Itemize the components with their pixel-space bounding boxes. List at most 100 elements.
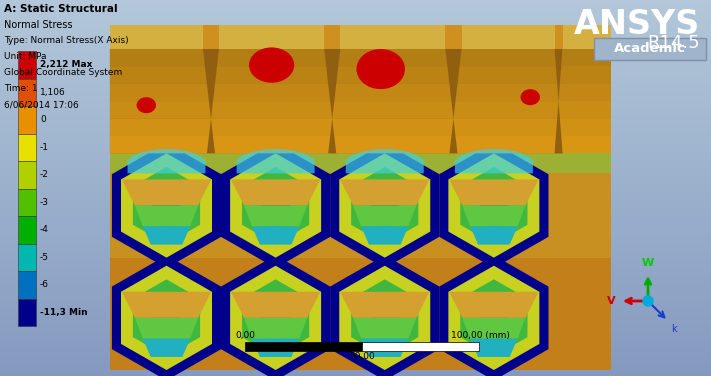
Bar <box>0 107 711 108</box>
Bar <box>0 35 711 36</box>
Bar <box>0 246 711 247</box>
Text: A: Static Structural: A: Static Structural <box>4 4 117 14</box>
Bar <box>0 210 711 211</box>
Bar <box>0 262 711 263</box>
Polygon shape <box>242 167 309 244</box>
Bar <box>0 335 711 336</box>
Polygon shape <box>203 49 219 153</box>
Bar <box>0 6 711 7</box>
Bar <box>18 106 36 133</box>
Bar <box>0 117 711 118</box>
Polygon shape <box>231 179 320 206</box>
Bar <box>0 252 711 253</box>
Polygon shape <box>330 118 456 136</box>
Polygon shape <box>118 25 603 185</box>
Bar <box>0 307 711 308</box>
Polygon shape <box>133 279 200 356</box>
Polygon shape <box>449 266 540 370</box>
Bar <box>0 152 711 153</box>
Bar <box>0 305 711 306</box>
Bar <box>0 141 711 142</box>
Bar <box>0 343 711 344</box>
Bar <box>0 167 711 168</box>
Bar <box>0 317 711 318</box>
Polygon shape <box>230 266 321 370</box>
Bar <box>0 111 711 112</box>
Bar <box>0 50 711 51</box>
Bar <box>0 25 711 26</box>
Bar <box>0 193 711 194</box>
Bar <box>0 189 711 190</box>
Bar <box>0 184 711 185</box>
Bar <box>0 235 711 236</box>
Bar <box>0 65 711 66</box>
Bar <box>0 345 711 346</box>
Polygon shape <box>253 180 298 231</box>
Bar <box>0 95 711 96</box>
Bar <box>0 329 711 330</box>
Bar <box>0 182 711 183</box>
Polygon shape <box>454 101 560 118</box>
Bar <box>0 217 711 218</box>
Polygon shape <box>461 25 555 49</box>
Bar <box>0 322 711 323</box>
Bar <box>0 30 711 31</box>
Bar <box>0 78 711 79</box>
Bar <box>0 159 711 160</box>
Bar <box>0 238 711 239</box>
Bar <box>0 49 711 50</box>
Polygon shape <box>332 101 454 118</box>
Bar <box>0 321 711 322</box>
Bar <box>0 326 711 327</box>
Bar <box>0 125 711 126</box>
Bar <box>0 59 711 60</box>
Bar <box>0 215 711 216</box>
Polygon shape <box>211 101 332 118</box>
Bar <box>0 353 711 354</box>
Bar <box>0 22 711 23</box>
Text: Unit: MPa: Unit: MPa <box>4 52 46 61</box>
Bar <box>0 14 711 15</box>
Polygon shape <box>110 146 611 370</box>
Polygon shape <box>324 49 341 153</box>
Bar <box>0 28 711 29</box>
Bar <box>0 116 711 117</box>
Bar <box>0 231 711 232</box>
Bar <box>0 10 711 11</box>
Bar <box>0 70 711 71</box>
Text: Time: 1: Time: 1 <box>4 84 38 93</box>
Bar <box>0 342 711 343</box>
Polygon shape <box>562 25 611 49</box>
Bar <box>0 1 711 2</box>
Bar <box>0 295 711 296</box>
Polygon shape <box>470 339 518 357</box>
Bar <box>0 203 711 204</box>
Polygon shape <box>471 292 516 344</box>
Bar <box>0 230 711 231</box>
Bar <box>0 47 711 48</box>
Bar <box>0 280 711 281</box>
Bar <box>0 89 711 90</box>
Bar <box>0 106 711 107</box>
Circle shape <box>643 296 653 306</box>
Bar <box>0 290 711 291</box>
Bar <box>0 120 711 121</box>
Bar <box>0 129 711 130</box>
Bar <box>0 55 711 56</box>
Bar <box>0 154 711 155</box>
Bar <box>0 323 711 324</box>
Bar <box>0 92 711 93</box>
Bar <box>0 312 711 313</box>
Polygon shape <box>361 339 408 357</box>
Bar <box>0 300 711 301</box>
Polygon shape <box>244 318 307 339</box>
Bar <box>0 289 711 290</box>
Bar <box>0 58 711 59</box>
Text: 0: 0 <box>40 115 46 124</box>
Bar <box>0 358 711 359</box>
Bar <box>0 216 711 217</box>
Bar <box>0 115 711 116</box>
Bar <box>0 212 711 213</box>
Bar <box>0 363 711 364</box>
Bar <box>0 105 711 106</box>
